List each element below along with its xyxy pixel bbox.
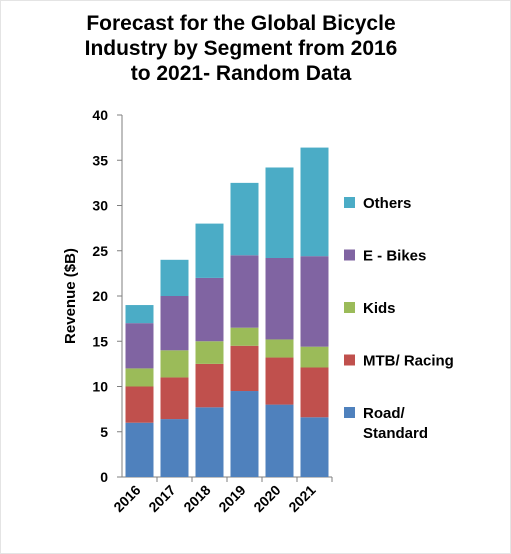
- x-tick-label: 2019: [215, 482, 248, 515]
- bar-2021-kids: [300, 346, 329, 368]
- y-tick-label: 40: [92, 107, 108, 123]
- bar-2016-road-standard: [125, 422, 154, 477]
- bar-2020-mtb-racing: [265, 357, 294, 405]
- bar-2021-others: [300, 147, 329, 257]
- bar-2020-road-standard: [265, 404, 294, 477]
- legend-label-mtb-racing: MTB/ Racing: [363, 353, 454, 370]
- bar-2019-others: [230, 182, 259, 256]
- bar-2018-kids: [195, 341, 224, 364]
- legend-swatch: [344, 354, 355, 366]
- bar-2016-mtb-racing: [125, 386, 154, 423]
- y-tick-label: 30: [92, 198, 108, 214]
- bar-2017-others: [160, 259, 189, 296]
- y-tick-label: 5: [100, 424, 108, 440]
- y-tick-label: 25: [92, 243, 108, 259]
- legend-label-others: Others: [363, 195, 411, 212]
- bar-2019-road-standard: [230, 391, 259, 477]
- legend-swatch: [344, 302, 355, 313]
- bar-2016-kids: [125, 368, 154, 387]
- bar-2021-mtb-racing: [300, 367, 329, 418]
- bars-layer: [125, 147, 329, 477]
- y-tick-label: 20: [92, 288, 108, 304]
- bar-2020-e-bikes: [265, 257, 294, 340]
- y-tick-label: 0: [100, 469, 108, 485]
- y-tick-label: 35: [92, 152, 108, 168]
- bar-2020-kids: [265, 339, 294, 358]
- x-tick-label: 2016: [110, 482, 143, 515]
- y-tick-label: 10: [92, 379, 108, 395]
- bar-2021-e-bikes: [300, 256, 329, 347]
- bar-2018-mtb-racing: [195, 363, 224, 408]
- bar-2019-kids: [230, 327, 259, 346]
- x-tick-label: 2020: [250, 482, 283, 515]
- bar-2018-others: [195, 223, 224, 278]
- chart-title: Forecast for the Global Bicycle Industry…: [84, 12, 398, 85]
- x-tick-label: 2021: [285, 482, 318, 515]
- y-axis-title: Revenue ($B): [62, 248, 79, 344]
- legend-label-e-bikes: E - Bikes: [363, 248, 426, 265]
- x-tick-label: 2018: [180, 482, 213, 515]
- bar-2019-e-bikes: [230, 255, 259, 328]
- bar-2017-road-standard: [160, 419, 189, 477]
- bar-2018-e-bikes: [195, 277, 224, 342]
- bar-2019-mtb-racing: [230, 345, 259, 392]
- y-tick-label: 15: [92, 333, 108, 349]
- legend-swatch: [344, 197, 355, 208]
- bar-2016-others: [125, 305, 154, 324]
- legend-label-road-standard: Road/Standard: [363, 405, 428, 442]
- legend-swatch: [344, 407, 355, 418]
- legend-layer: Others E - Bikes Kids MTB/ Racing Road/Stand…: [344, 195, 454, 442]
- bar-2017-kids: [160, 350, 189, 378]
- legend-label-kids: Kids: [363, 300, 396, 317]
- bar-2017-mtb-racing: [160, 377, 189, 420]
- x-tick-label: 2017: [145, 482, 178, 515]
- legend-swatch: [344, 249, 355, 261]
- bar-2016-e-bikes: [125, 323, 154, 369]
- bar-2021-road-standard: [300, 417, 329, 477]
- bar-2018-road-standard: [195, 407, 224, 477]
- bar-2020-others: [265, 167, 294, 258]
- bar-2017-e-bikes: [160, 296, 189, 351]
